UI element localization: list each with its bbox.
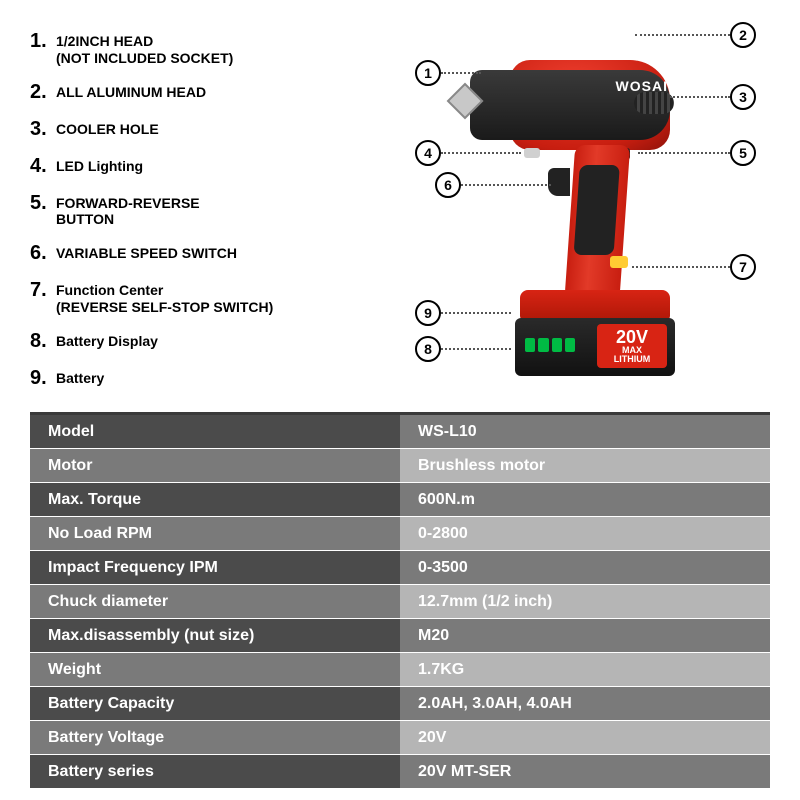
callout-badge: 1 <box>415 60 441 86</box>
table-row: Battery series20V MT-SER <box>30 755 770 789</box>
table-row: ModelWS-L10 <box>30 415 770 449</box>
feature-text: LED Lighting <box>56 155 143 175</box>
callout-leader <box>441 312 511 314</box>
brand-label: WOSAI <box>616 78 668 94</box>
callout-badge: 2 <box>730 22 756 48</box>
callout-8: 8 <box>415 336 511 362</box>
callout-badge: 3 <box>730 84 756 110</box>
feature-item: 4.LED Lighting <box>30 155 370 178</box>
callout-badge: 6 <box>435 172 461 198</box>
feature-item: 7.Function Center (REVERSE SELF-STOP SWI… <box>30 279 370 316</box>
feature-number: 2. <box>30 81 56 104</box>
spec-label: Impact Frequency IPM <box>30 551 400 584</box>
feature-item: 5.FORWARD-REVERSE BUTTON <box>30 192 370 229</box>
feature-item: 3.COOLER HOLE <box>30 118 370 141</box>
feature-text: Battery Display <box>56 330 158 350</box>
feature-text: FORWARD-REVERSE BUTTON <box>56 192 200 229</box>
feature-text: ALL ALUMINUM HEAD <box>56 81 206 101</box>
spec-value: WS-L10 <box>400 415 770 448</box>
feature-text: VARIABLE SPEED SWITCH <box>56 242 237 262</box>
feature-text: Battery <box>56 367 104 387</box>
diagram: WOSAI 20V MAX LITHIUM 1 2 3 4 5 6 7 8 9 <box>370 0 800 400</box>
feature-number: 4. <box>30 155 56 178</box>
top-area: 1.1/2INCH HEAD (NOT INCLUDED SOCKET)2.AL… <box>0 0 800 400</box>
spec-value: 20V MT-SER <box>400 755 770 788</box>
spec-value: 600N.m <box>400 483 770 516</box>
callout-leader <box>441 152 521 154</box>
feature-list: 1.1/2INCH HEAD (NOT INCLUDED SOCKET)2.AL… <box>30 30 370 404</box>
spec-label: Battery Voltage <box>30 721 400 754</box>
table-row: Battery Capacity2.0AH, 3.0AH, 4.0AH <box>30 687 770 721</box>
specs-table: ModelWS-L10MotorBrushless motorMax. Torq… <box>30 412 770 789</box>
spec-value: 12.7mm (1/2 inch) <box>400 585 770 618</box>
spec-value: 0-2800 <box>400 517 770 550</box>
spec-value: M20 <box>400 619 770 652</box>
battery-badge: 20V MAX LITHIUM <box>597 324 667 368</box>
callout-1: 1 <box>415 60 481 86</box>
callout-badge: 8 <box>415 336 441 362</box>
table-row: Chuck diameter12.7mm (1/2 inch) <box>30 585 770 619</box>
callout-3: 3 <box>670 84 756 110</box>
spec-value: Brushless motor <box>400 449 770 482</box>
callout-leader <box>635 34 730 36</box>
table-row: Impact Frequency IPM0-3500 <box>30 551 770 585</box>
spec-label: Battery series <box>30 755 400 788</box>
callout-badge: 4 <box>415 140 441 166</box>
spec-label: Motor <box>30 449 400 482</box>
spec-value: 2.0AH, 3.0AH, 4.0AH <box>400 687 770 720</box>
spec-label: Weight <box>30 653 400 686</box>
callout-7: 7 <box>632 254 756 280</box>
callout-leader <box>632 266 730 268</box>
callout-leader <box>461 184 551 186</box>
table-row: No Load RPM0-2800 <box>30 517 770 551</box>
feature-item: 6.VARIABLE SPEED SWITCH <box>30 242 370 265</box>
feature-number: 3. <box>30 118 56 141</box>
feature-item: 9.Battery <box>30 367 370 390</box>
spec-label: Model <box>30 415 400 448</box>
callout-badge: 7 <box>730 254 756 280</box>
feature-text: Function Center (REVERSE SELF-STOP SWITC… <box>56 279 273 316</box>
feature-number: 9. <box>30 367 56 390</box>
table-row: Weight1.7KG <box>30 653 770 687</box>
feature-number: 1. <box>30 30 56 53</box>
feature-text: 1/2INCH HEAD (NOT INCLUDED SOCKET) <box>56 30 233 67</box>
spec-label: Battery Capacity <box>30 687 400 720</box>
feature-number: 5. <box>30 192 56 215</box>
table-row: Max.disassembly (nut size)M20 <box>30 619 770 653</box>
callout-4: 4 <box>415 140 521 166</box>
callout-5: 5 <box>638 140 756 166</box>
product-illustration: WOSAI 20V MAX LITHIUM <box>460 40 680 380</box>
table-row: Max. Torque600N.m <box>30 483 770 517</box>
spec-label: Max.disassembly (nut size) <box>30 619 400 652</box>
spec-label: Max. Torque <box>30 483 400 516</box>
feature-number: 8. <box>30 330 56 353</box>
feature-item: 2.ALL ALUMINUM HEAD <box>30 81 370 104</box>
spec-value: 1.7KG <box>400 653 770 686</box>
feature-number: 7. <box>30 279 56 302</box>
spec-label: Chuck diameter <box>30 585 400 618</box>
feature-item: 1.1/2INCH HEAD (NOT INCLUDED SOCKET) <box>30 30 370 67</box>
feature-item: 8.Battery Display <box>30 330 370 353</box>
callout-badge: 9 <box>415 300 441 326</box>
callout-leader <box>638 152 730 154</box>
spec-label: No Load RPM <box>30 517 400 550</box>
callout-leader <box>441 348 511 350</box>
table-row: MotorBrushless motor <box>30 449 770 483</box>
table-row: Battery Voltage20V <box>30 721 770 755</box>
feature-text: COOLER HOLE <box>56 118 159 138</box>
callout-leader <box>441 72 481 74</box>
callout-badge: 5 <box>730 140 756 166</box>
spec-value: 20V <box>400 721 770 754</box>
callout-9: 9 <box>415 300 511 326</box>
spec-value: 0-3500 <box>400 551 770 584</box>
callout-2: 2 <box>635 22 756 48</box>
callout-leader <box>670 96 730 98</box>
callout-6: 6 <box>435 172 551 198</box>
feature-number: 6. <box>30 242 56 265</box>
